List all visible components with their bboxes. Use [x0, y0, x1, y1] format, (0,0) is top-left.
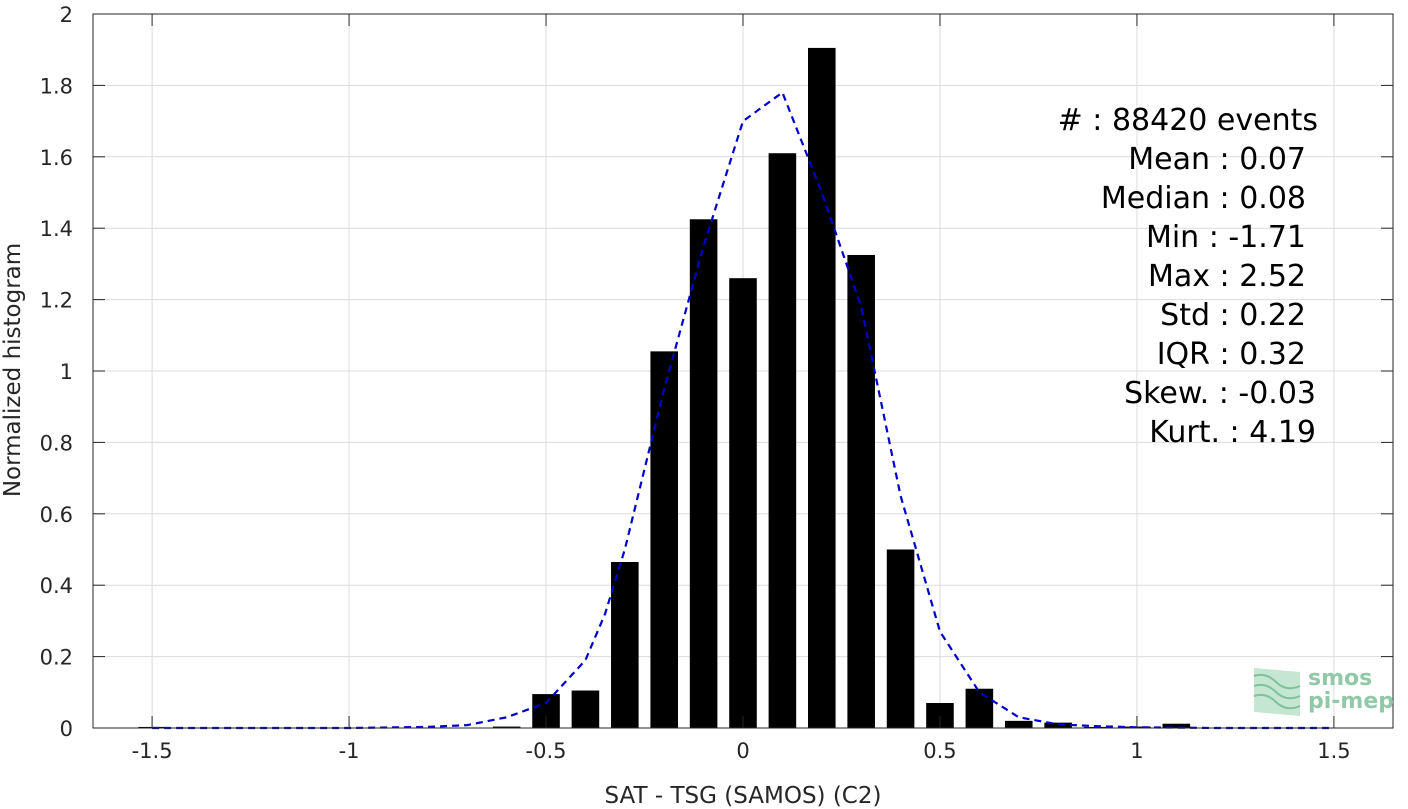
histogram-bar	[1083, 726, 1112, 728]
histogram-bar	[492, 726, 521, 728]
histogram-bar	[1004, 720, 1033, 728]
histogram-bar	[847, 254, 875, 728]
logo-wave-icon	[1253, 668, 1301, 716]
x-tick-label: 0	[736, 739, 749, 763]
stat-line: Std : 0.22	[1160, 298, 1306, 333]
logo-line1: smos	[1308, 666, 1372, 691]
x-axis-label: SAT - TSG (SAMOS) (C2)	[605, 783, 882, 809]
y-tick-label: 0.8	[40, 431, 73, 455]
y-tick-label: 0.6	[40, 503, 73, 527]
histogram-bar	[729, 278, 757, 728]
y-tick-label: 1.8	[40, 74, 73, 98]
y-tick-label: 0.2	[40, 646, 73, 670]
x-tick-label: 1.5	[1317, 739, 1350, 763]
y-tick-label: 1.2	[40, 289, 73, 313]
y-tick-label: 1	[60, 360, 73, 384]
y-tick-label: 0.4	[40, 574, 73, 598]
y-tick-label: 2	[60, 3, 73, 27]
x-tick-label: -1.5	[132, 739, 173, 763]
histogram-bar	[1162, 723, 1191, 728]
stat-line: Median : 0.08	[1101, 181, 1306, 216]
histogram-bar	[611, 561, 639, 728]
x-axis-ticks: -1.5 -1 -0.5 0 0.5 1 1.5	[132, 14, 1351, 763]
y-tick-label: 1.4	[40, 217, 73, 241]
histogram-bar	[650, 351, 678, 728]
x-tick-label: 1	[1130, 739, 1143, 763]
x-tick-label: 0.5	[923, 739, 956, 763]
x-tick-label: -1	[339, 739, 360, 763]
fit-curve	[152, 90, 1334, 730]
statistics-annotation: # : 88420 events Mean : 0.07 Median : 0.08…	[1058, 103, 1318, 450]
y-tick-label: 0	[60, 717, 73, 741]
stat-line: # : 88420 events	[1058, 103, 1318, 138]
histogram-bar	[808, 47, 836, 729]
x-tick-label: -0.5	[526, 739, 567, 763]
stat-line: Skew. : -0.03	[1124, 376, 1316, 411]
stat-line: Max : 2.52	[1148, 259, 1306, 294]
histogram-bar	[571, 690, 600, 728]
stat-line: Min : -1.71	[1146, 220, 1306, 255]
logo-line2: pi-mep	[1308, 689, 1394, 714]
y-tick-label: 1.6	[40, 146, 73, 170]
smos-pi-mep-logo: smos pi-mep	[1253, 666, 1394, 716]
stat-line: Kurt. : 4.19	[1149, 415, 1316, 450]
histogram-bar	[886, 549, 915, 728]
y-axis-ticks: 0 0.2 0.4 0.6 0.8 1 1.2 1.4 1.6 1.8 2	[40, 3, 1393, 741]
histogram-bar	[689, 219, 718, 728]
histogram-bars	[138, 47, 1191, 729]
y-axis-label: Normalized histogram	[0, 243, 26, 497]
histogram-bar	[965, 688, 994, 728]
stat-line: IQR : 0.32	[1157, 337, 1306, 372]
histogram-bar	[768, 153, 797, 729]
stat-line: Mean : 0.07	[1128, 142, 1306, 177]
